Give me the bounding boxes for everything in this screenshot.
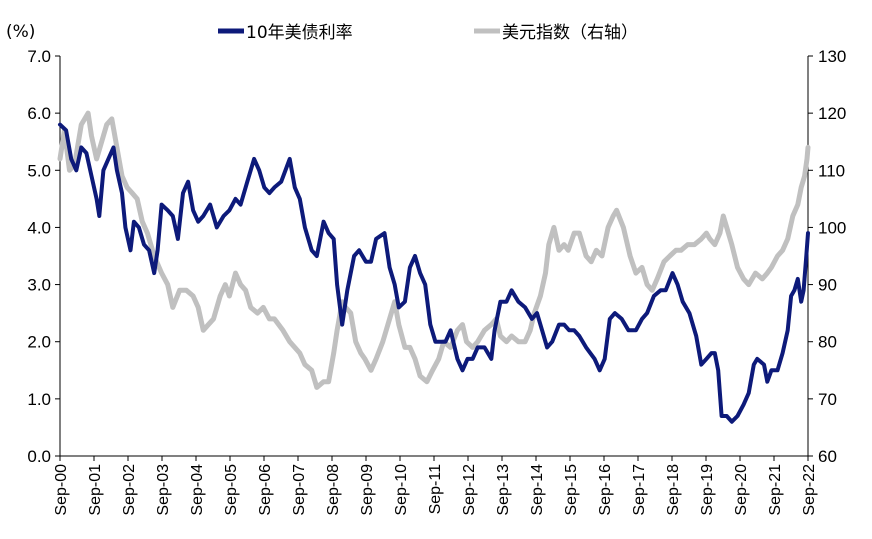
y-left-tick-label: 5.0 bbox=[27, 161, 51, 180]
x-tick-label: Sep-21 bbox=[767, 464, 784, 516]
x-tick-label: Sep-10 bbox=[393, 464, 410, 516]
y-axis-right-ticks: 60 70 80 90 100 110 120 130 bbox=[808, 47, 846, 466]
x-tick-label: Sep-06 bbox=[257, 464, 274, 516]
legend: 10年美债利率 美元指数（右轴） bbox=[218, 23, 638, 43]
y-left-tick-label: 1.0 bbox=[27, 390, 51, 409]
y-right-tick-label: 70 bbox=[818, 390, 837, 409]
x-tick-label: Sep-15 bbox=[563, 464, 580, 516]
x-tick-label: Sep-08 bbox=[325, 464, 342, 516]
legend-label-dxy: 美元指数（右轴） bbox=[502, 23, 638, 43]
y-left-tick-label: 2.0 bbox=[27, 333, 51, 352]
x-tick-label: Sep-16 bbox=[597, 464, 614, 516]
x-tick-label: Sep-12 bbox=[461, 464, 478, 516]
x-tick-label: Sep-01 bbox=[87, 464, 104, 516]
x-tick-label: Sep-09 bbox=[359, 464, 376, 516]
series-line-dollar-index bbox=[57, 110, 811, 390]
y-right-tick-label: 120 bbox=[818, 104, 846, 123]
y-left-tick-label: 0.0 bbox=[27, 447, 51, 466]
y-right-tick-label: 60 bbox=[818, 447, 837, 466]
y-right-tick-label: 90 bbox=[818, 276, 837, 295]
x-tick-label: Sep-13 bbox=[495, 464, 512, 516]
y-axis-unit-label: (%) bbox=[6, 22, 35, 42]
x-tick-label: Sep-03 bbox=[155, 464, 172, 516]
x-tick-label: Sep-19 bbox=[699, 464, 716, 516]
x-tick-label: Sep-02 bbox=[121, 464, 138, 516]
y-right-tick-label: 110 bbox=[818, 161, 845, 180]
x-tick-label: Sep-17 bbox=[631, 464, 648, 516]
y-right-tick-label: 130 bbox=[818, 47, 846, 66]
axes bbox=[59, 56, 809, 457]
x-tick-label: Sep-00 bbox=[53, 464, 70, 516]
x-tick-label: Sep-14 bbox=[529, 464, 546, 516]
x-tick-label: Sep-11 bbox=[427, 464, 444, 515]
y-left-tick-label: 4.0 bbox=[27, 218, 51, 237]
y-right-tick-label: 80 bbox=[818, 333, 837, 352]
x-tick-label: Sep-20 bbox=[733, 464, 750, 516]
y-axis-left-ticks: 0.0 1.0 2.0 3.0 4.0 5.0 6.0 7.0 bbox=[27, 47, 60, 466]
y-left-tick-label: 7.0 bbox=[27, 47, 51, 66]
legend-label-yield: 10年美债利率 bbox=[246, 23, 353, 43]
x-tick-label: Sep-22 bbox=[801, 464, 818, 516]
x-axis-ticks: Sep-00 Sep-01 Sep-02 Sep-03 Sep-04 Sep-05 Sep-… bbox=[53, 456, 818, 516]
series-layer bbox=[57, 110, 811, 424]
x-tick-label: Sep-04 bbox=[189, 464, 206, 516]
y-left-tick-label: 3.0 bbox=[27, 276, 51, 295]
x-tick-label: Sep-05 bbox=[223, 464, 240, 516]
series-line-us10y-yield bbox=[58, 122, 810, 424]
x-tick-label: Sep-07 bbox=[291, 464, 308, 516]
x-tick-label: Sep-18 bbox=[665, 464, 682, 516]
y-right-tick-label: 100 bbox=[818, 218, 846, 237]
y-left-tick-label: 6.0 bbox=[27, 104, 51, 123]
